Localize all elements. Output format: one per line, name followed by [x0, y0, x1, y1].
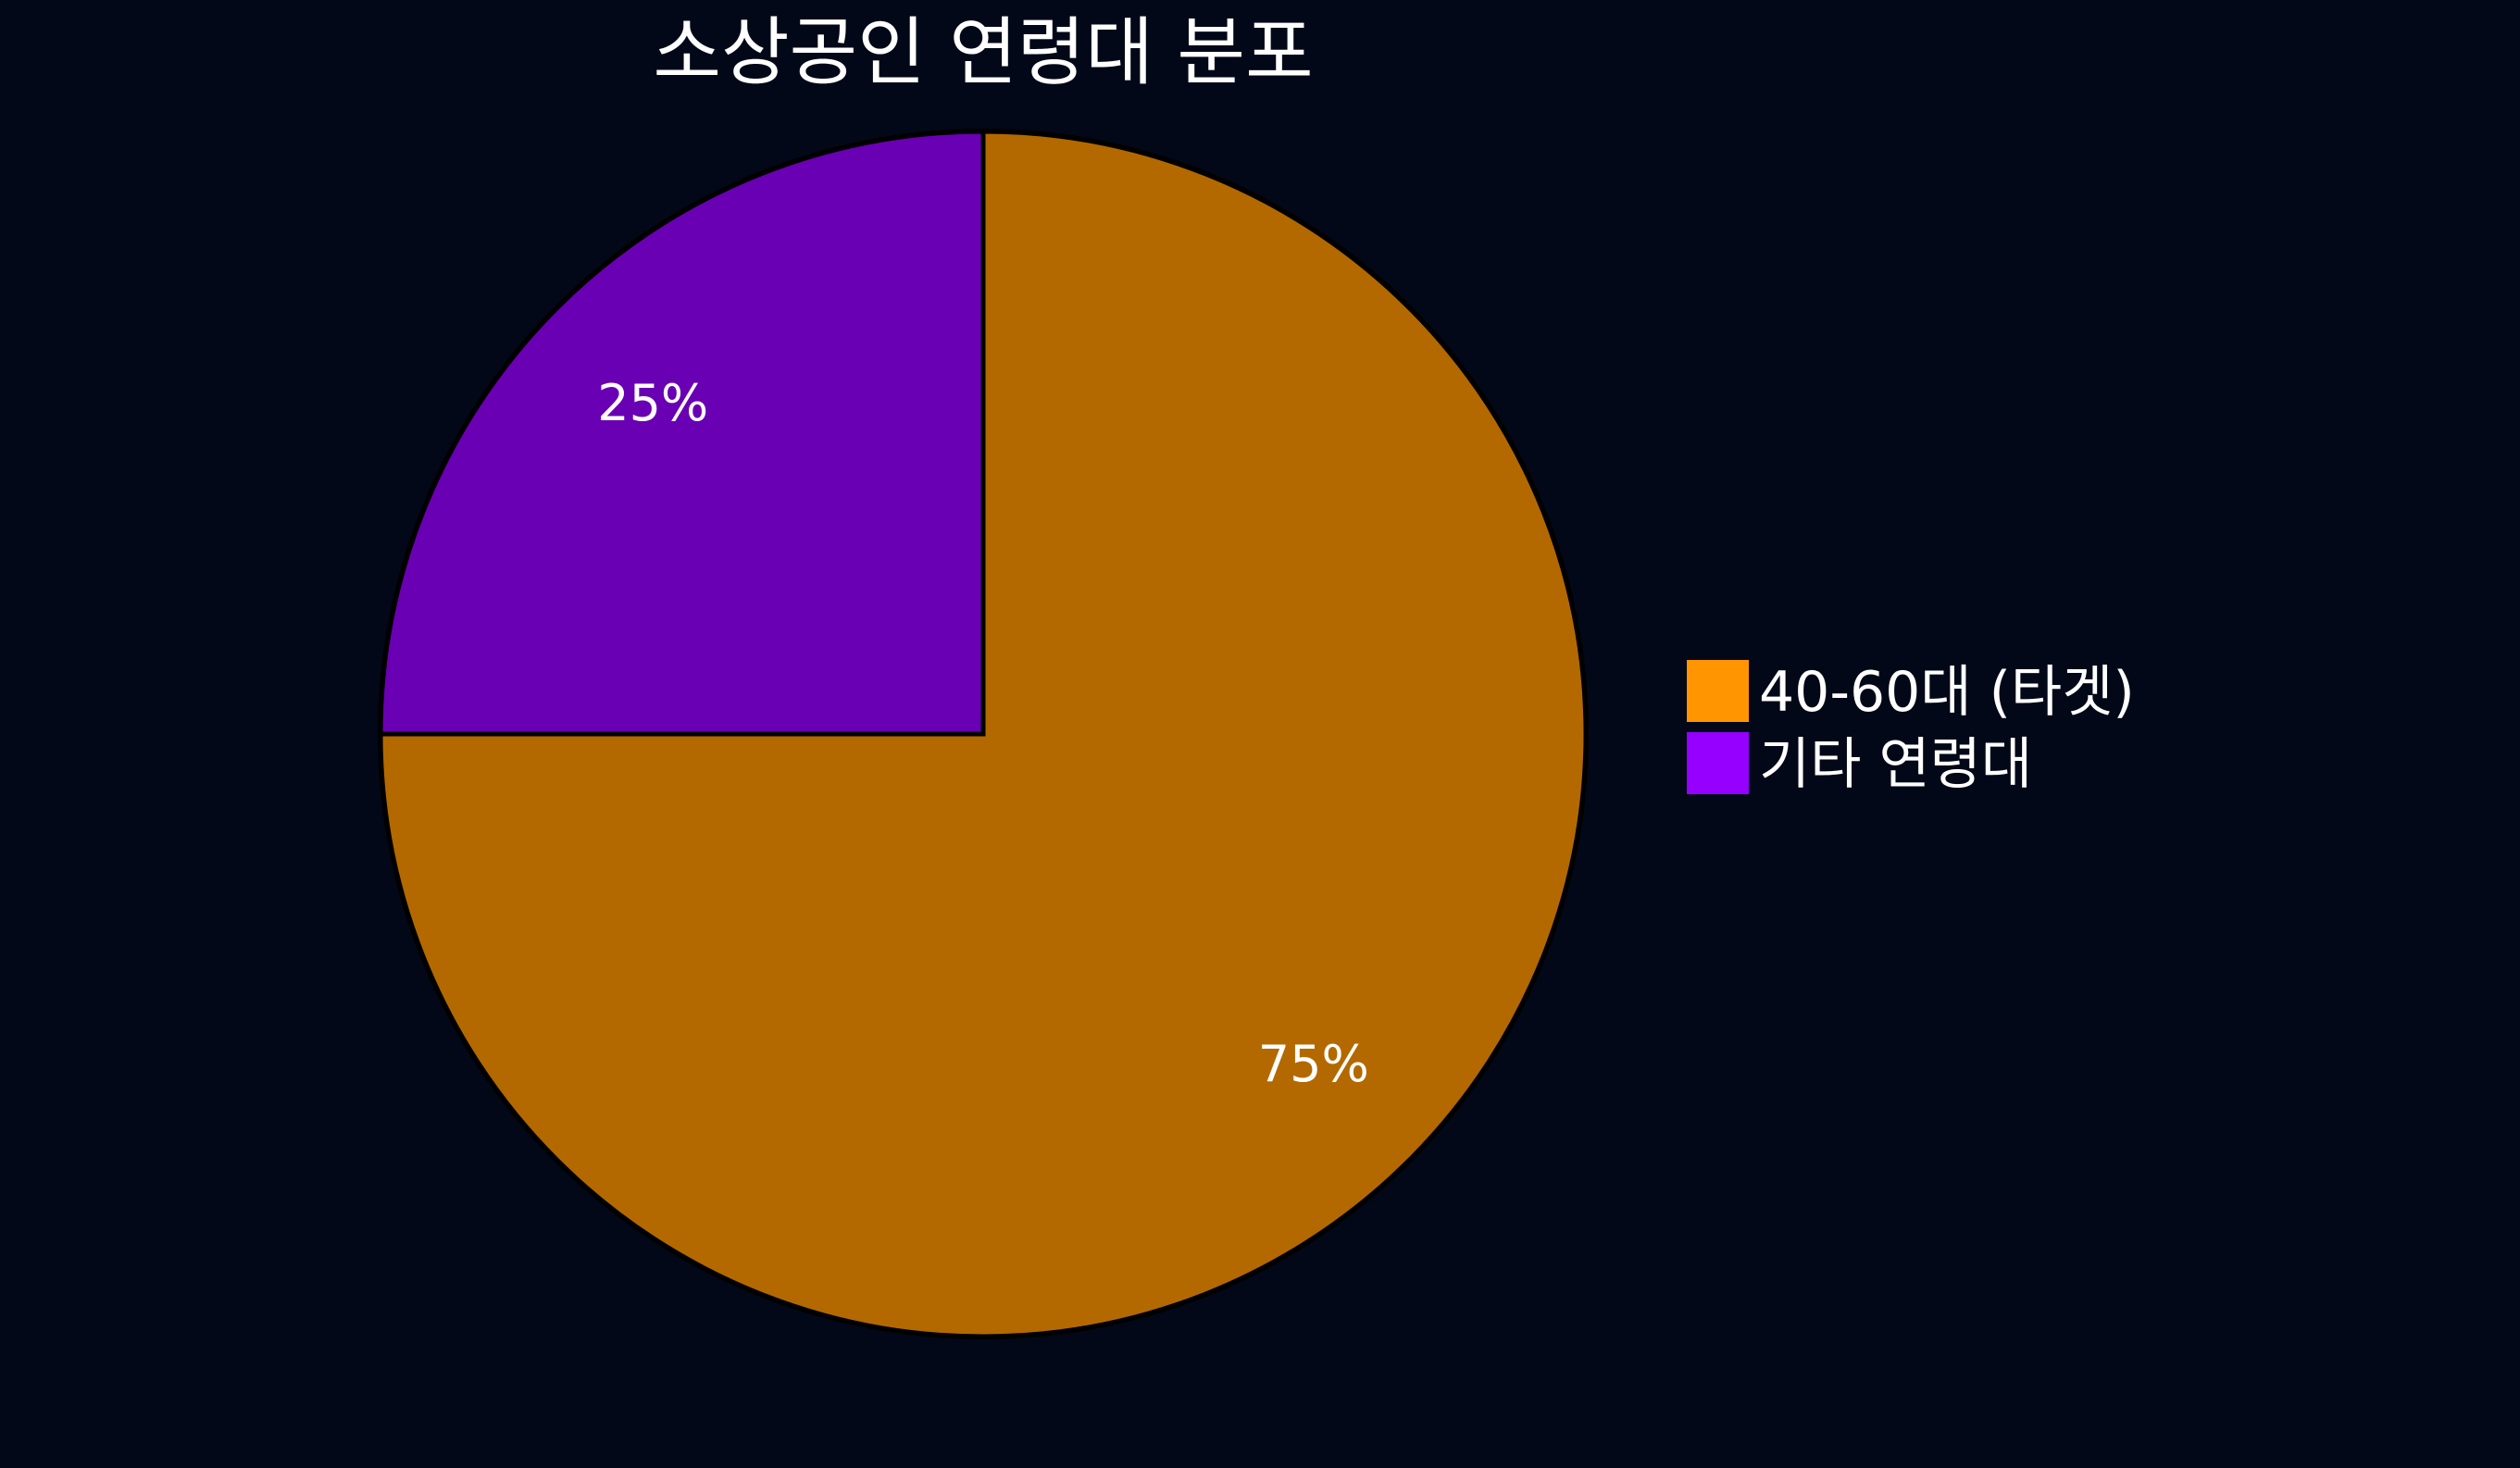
pie-slice-0	[378, 129, 1589, 1339]
legend-swatch	[1687, 660, 1749, 722]
legend-label: 40-60대 (타겟)	[1759, 660, 2135, 725]
legend-swatch	[1687, 732, 1749, 794]
slice-data-label: 25%	[597, 374, 708, 432]
pie-slice-1	[378, 129, 986, 737]
legend: 40-60대 (타겟) 기타 연령대	[1687, 660, 2135, 797]
chart-title: 소상공인 연령대 분포	[653, 9, 1313, 95]
slice-data-label: 75%	[1258, 1035, 1369, 1093]
legend-label: 기타 연령대	[1759, 732, 2032, 797]
